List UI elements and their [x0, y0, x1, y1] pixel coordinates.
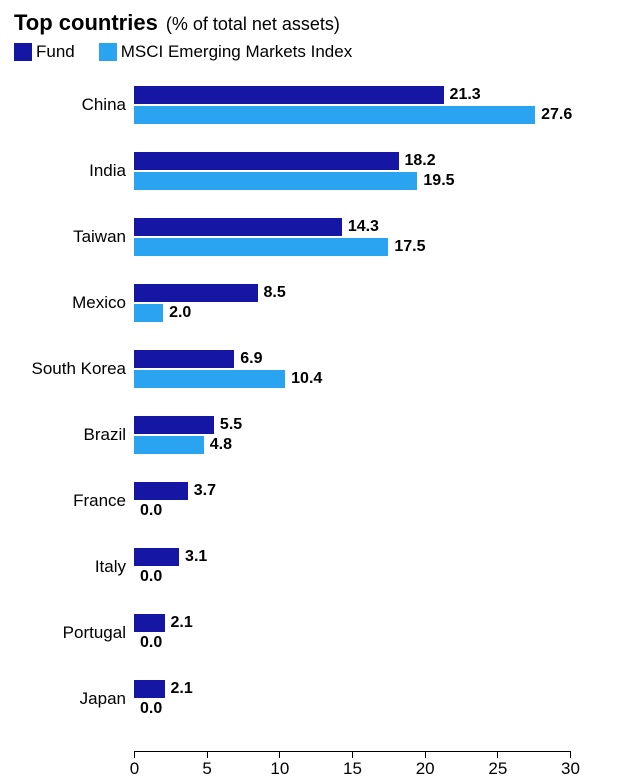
bar-group: India18.219.5 [134, 152, 570, 190]
bar-value-label: 21.3 [444, 86, 481, 104]
category-label: Portugal [63, 623, 134, 643]
bar-group: China21.327.6 [134, 86, 570, 124]
x-tick-mark [497, 751, 498, 758]
bar: 2.1 [134, 614, 165, 632]
x-tick-label: 20 [416, 759, 435, 779]
legend-item: Fund [14, 42, 75, 62]
category-label: France [73, 491, 134, 511]
legend-label: MSCI Emerging Markets Index [121, 42, 352, 62]
category-label: Mexico [72, 293, 134, 313]
bar: 3.1 [134, 548, 179, 566]
bar-value-label: 19.5 [417, 172, 454, 190]
bar-group: Taiwan14.317.5 [134, 218, 570, 256]
x-tick: 15 [352, 751, 353, 758]
bar-value-label: 5.5 [214, 416, 242, 434]
bar-value-label: 0.0 [134, 568, 162, 586]
bar: 2.0 [134, 304, 163, 322]
category-label: Brazil [83, 425, 134, 445]
x-tick: 20 [425, 751, 426, 758]
x-tick-label: 10 [270, 759, 289, 779]
x-tick-label: 15 [343, 759, 362, 779]
bar-value-label: 18.2 [399, 152, 436, 170]
bar: 4.8 [134, 436, 204, 454]
bar-value-label: 2.1 [165, 614, 193, 632]
bar-value-label: 0.0 [134, 502, 162, 520]
bar-group: Portugal2.10.0 [134, 614, 570, 652]
bar: 5.5 [134, 416, 214, 434]
plot-inner: China21.327.6India18.219.5Taiwan14.317.5… [134, 72, 570, 781]
x-tick: 10 [279, 751, 280, 758]
bar-value-label: 10.4 [285, 370, 322, 388]
bar-group: Japan2.10.0 [134, 680, 570, 718]
x-tick-mark [207, 751, 208, 758]
bar-group: South Korea6.910.4 [134, 350, 570, 388]
category-label: Japan [80, 689, 134, 709]
bar: 6.9 [134, 350, 234, 368]
bar-group: Italy3.10.0 [134, 548, 570, 586]
bar-value-label: 3.7 [188, 482, 216, 500]
x-tick: 25 [497, 751, 498, 758]
bar: 14.3 [134, 218, 342, 236]
bar: 2.1 [134, 680, 165, 698]
bar: 19.5 [134, 172, 417, 190]
category-label: Italy [95, 557, 134, 577]
bar: 10.4 [134, 370, 285, 388]
legend-label: Fund [36, 42, 75, 62]
x-tick-label: 5 [202, 759, 211, 779]
legend-swatch [99, 43, 117, 61]
x-tick-label: 25 [488, 759, 507, 779]
x-tick-mark [425, 751, 426, 758]
bar-group: France3.70.0 [134, 482, 570, 520]
category-label: China [82, 95, 134, 115]
bar-value-label: 2.1 [165, 680, 193, 698]
bar-value-label: 3.1 [179, 548, 207, 566]
chart-container: Top countries (% of total net assets) Fu… [0, 0, 640, 779]
bar: 27.6 [134, 106, 535, 124]
x-tick-mark [134, 751, 135, 758]
x-tick-mark [570, 751, 571, 758]
plot-area: China21.327.6India18.219.5Taiwan14.317.5… [134, 72, 570, 781]
x-tick-label: 30 [561, 759, 580, 779]
x-tick-mark [279, 751, 280, 758]
chart-subtitle: (% of total net assets) [166, 14, 340, 35]
x-tick-label: 0 [130, 759, 139, 779]
x-tick: 30 [570, 751, 571, 758]
category-label: India [89, 161, 134, 181]
bar-value-label: 0.0 [134, 634, 162, 652]
legend-item: MSCI Emerging Markets Index [99, 42, 352, 62]
chart-title: Top countries [14, 10, 158, 36]
bar-group: Mexico8.52.0 [134, 284, 570, 322]
legend: Fund MSCI Emerging Markets Index [14, 42, 626, 62]
bar-value-label: 2.0 [163, 304, 191, 322]
bar: 8.5 [134, 284, 258, 302]
bar: 3.7 [134, 482, 188, 500]
bar-value-label: 0.0 [134, 700, 162, 718]
bar: 17.5 [134, 238, 388, 256]
x-tick: 0 [134, 751, 135, 758]
title-row: Top countries (% of total net assets) [14, 10, 626, 36]
category-label: South Korea [31, 359, 134, 379]
x-tick: 5 [207, 751, 208, 758]
legend-swatch [14, 43, 32, 61]
bar: 18.2 [134, 152, 399, 170]
bar-value-label: 8.5 [258, 284, 286, 302]
bar-value-label: 14.3 [342, 218, 379, 236]
bar: 21.3 [134, 86, 444, 104]
bar-value-label: 4.8 [204, 436, 232, 454]
bar-value-label: 17.5 [388, 238, 425, 256]
bar-value-label: 6.9 [234, 350, 262, 368]
x-tick-mark [352, 751, 353, 758]
category-label: Taiwan [73, 227, 134, 247]
bar-group: Brazil5.54.8 [134, 416, 570, 454]
bar-value-label: 27.6 [535, 106, 572, 124]
